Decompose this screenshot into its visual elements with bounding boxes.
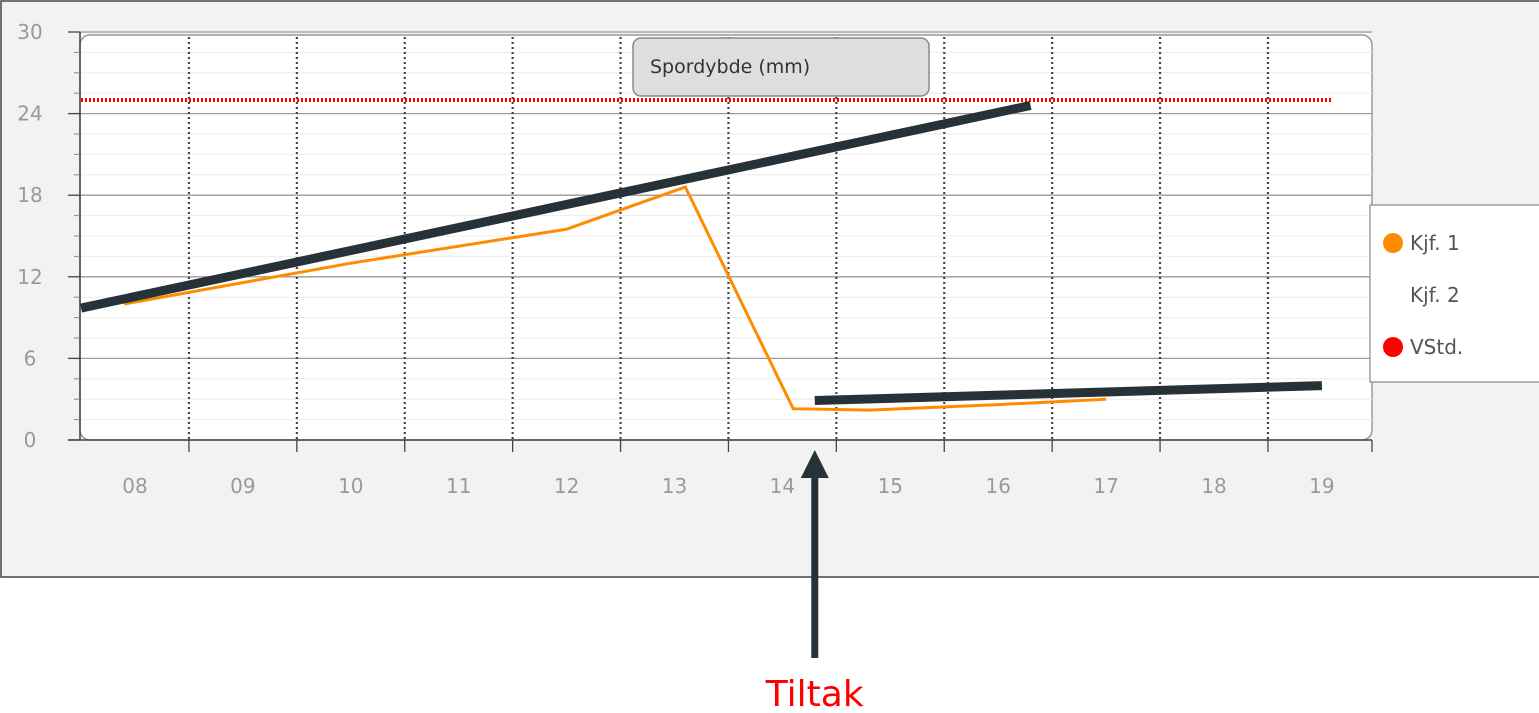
axis-layer: 0 6 12 18 24 30 08 09 10 11 12 13 14 15 16 17 18 19 [17,20,1373,498]
x-tick-label: 12 [554,474,579,498]
annotation-arrow-head [800,450,829,478]
legend-marker [1383,233,1403,253]
x-tick-label: 10 [338,474,363,498]
x-tick-label: 09 [230,474,255,498]
y-tick-label: 6 [24,346,37,370]
x-tick-label: 14 [770,474,795,498]
legend-marker [1383,337,1403,357]
series-line-kjf-1 [123,185,1107,412]
legend: Kjf. 1 Kjf. 2 VStd. [1369,204,1539,383]
y-tick-label: 0 [24,428,37,452]
x-tick-label: 08 [122,474,147,498]
y-tick-label: 30 [17,20,42,44]
legend-entry: VStd. [1410,335,1463,359]
chart-title-box: Spordybde (mm) [632,37,930,97]
series-layer [81,98,1333,412]
y-tick-label: 24 [17,102,42,126]
x-tick-label: 18 [1201,474,1226,498]
legend-entry: Kjf. 1 [1410,231,1460,255]
x-tick-label: 19 [1309,474,1334,498]
x-tick-label: 16 [985,474,1010,498]
x-tick-label: 15 [878,474,903,498]
annotation-layer: Tiltak [80,101,1323,713]
y-tick-label: 12 [17,265,42,289]
x-tick-label: 11 [446,474,471,498]
trend-line-2 [814,381,1323,406]
trend-line-1 [80,101,1032,313]
x-tick-label: 17 [1093,474,1118,498]
chart-title: Spordybde (mm) [650,56,810,78]
x-tick-label: 13 [662,474,687,498]
annotation-label-tiltak: Tiltak [765,674,864,713]
legend-entry: Kjf. 2 [1410,283,1460,307]
legend-marker [1383,285,1403,305]
y-tick-label: 18 [17,183,42,207]
